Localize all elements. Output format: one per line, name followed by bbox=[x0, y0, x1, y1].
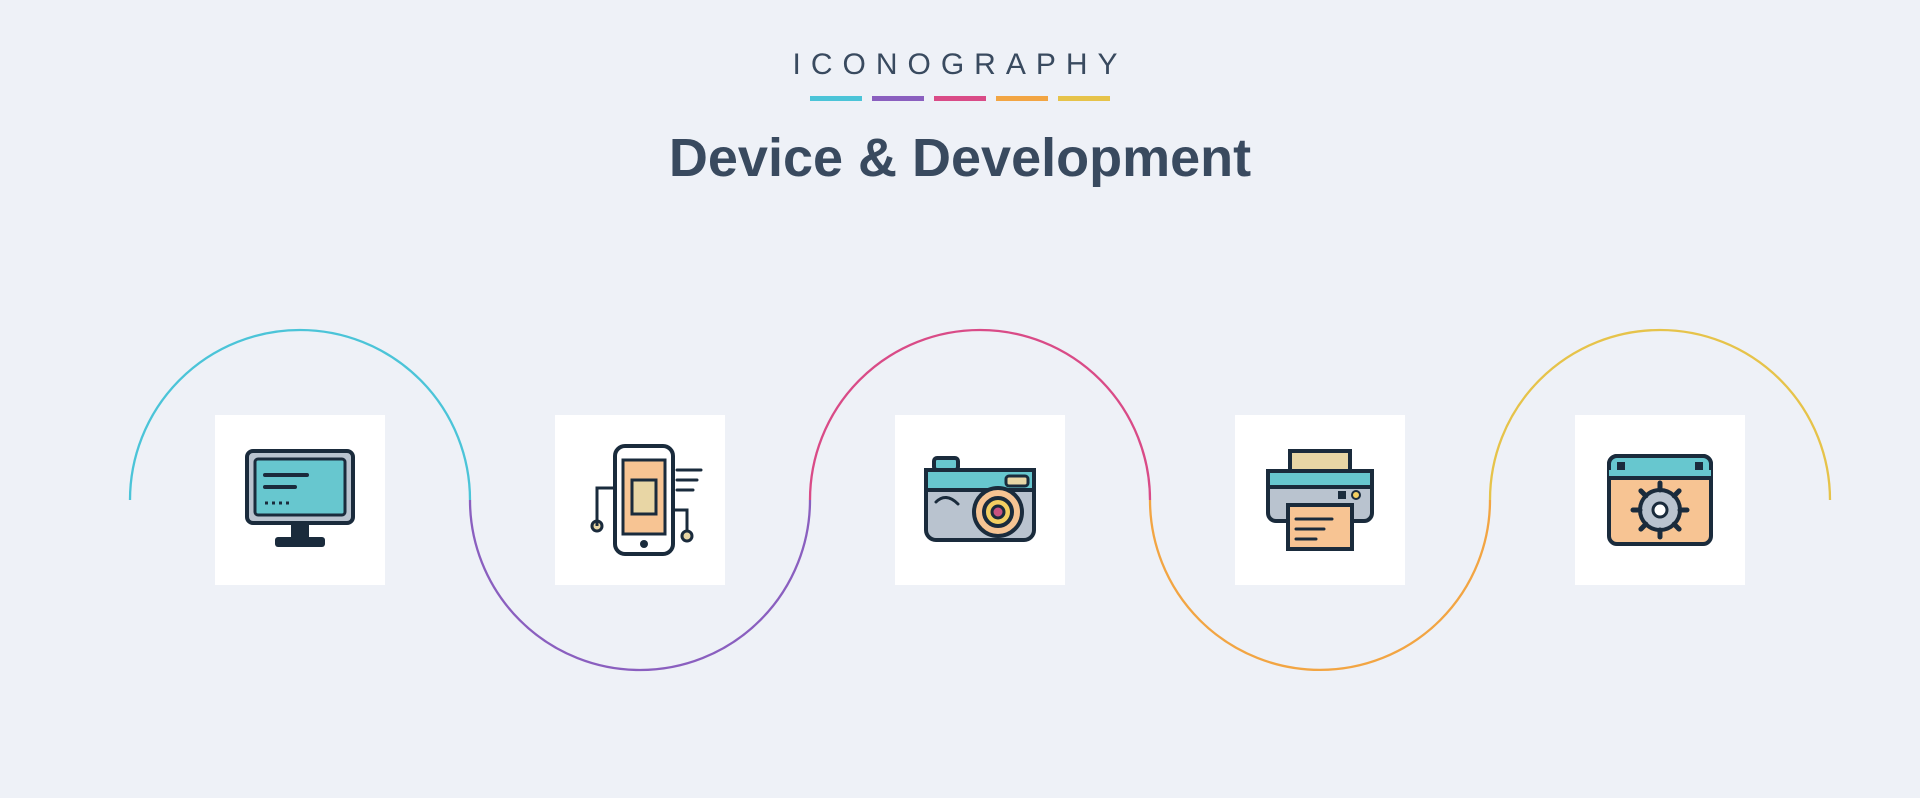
brand-label: ICONOGRAPHY bbox=[0, 48, 1920, 82]
printer-icon bbox=[1235, 415, 1405, 585]
browser-settings-icon bbox=[1575, 415, 1745, 585]
underline-bar bbox=[0, 96, 1920, 101]
camera-icon bbox=[895, 415, 1065, 585]
underline-segment bbox=[810, 96, 862, 101]
monitor-icon bbox=[215, 415, 385, 585]
header: ICONOGRAPHY Device & Development bbox=[0, 0, 1920, 189]
underline-segment bbox=[934, 96, 986, 101]
underline-segment bbox=[996, 96, 1048, 101]
mobile-icon bbox=[555, 415, 725, 585]
underline-segment bbox=[1058, 96, 1110, 101]
page-title: Device & Development bbox=[0, 127, 1920, 189]
underline-segment bbox=[872, 96, 924, 101]
